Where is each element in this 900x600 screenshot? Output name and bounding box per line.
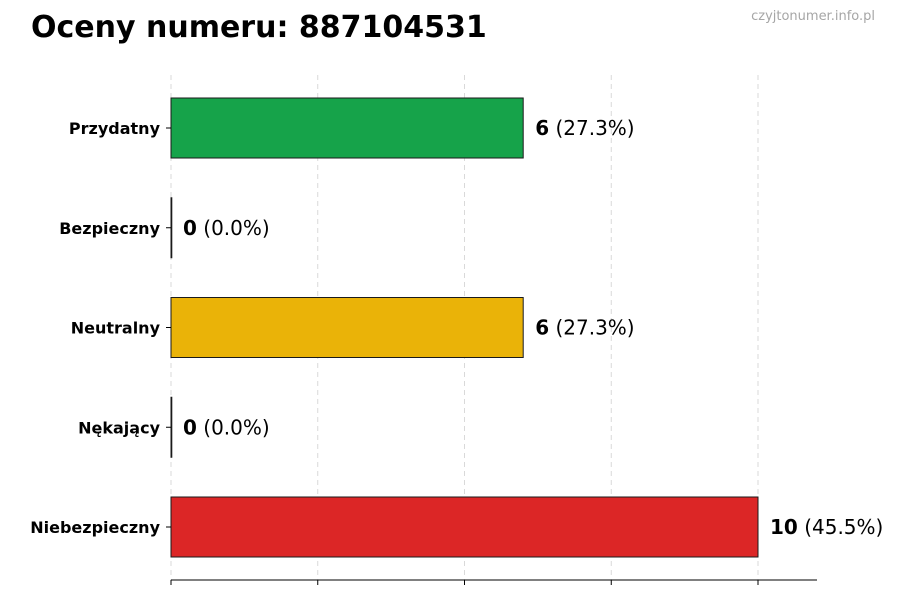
bar-3 bbox=[170, 396, 173, 458]
chart-title: Oceny numeru: 887104531 bbox=[31, 10, 487, 45]
value-percent-2: (27.3%) bbox=[549, 316, 635, 340]
value-count-1: 0 bbox=[183, 216, 197, 240]
value-label-4: 10 (45.5%) bbox=[770, 515, 883, 539]
value-label-3: 0 (0.0%) bbox=[183, 415, 270, 439]
value-percent-1: (0.0%) bbox=[197, 216, 270, 240]
bars bbox=[170, 97, 759, 558]
value-count-4: 10 bbox=[770, 515, 798, 539]
value-count-0: 6 bbox=[535, 116, 549, 140]
axes bbox=[166, 127, 817, 585]
bar-1 bbox=[170, 197, 173, 259]
bar-0 bbox=[170, 97, 524, 159]
value-count-2: 6 bbox=[535, 316, 549, 340]
category-label-1: Bezpieczny bbox=[59, 219, 160, 238]
category-label-4: Niebezpieczny bbox=[30, 518, 160, 537]
value-label-0: 6 (27.3%) bbox=[535, 116, 634, 140]
value-label-1: 0 (0.0%) bbox=[183, 216, 270, 240]
value-count-3: 0 bbox=[183, 415, 197, 439]
value-label-2: 6 (27.3%) bbox=[535, 316, 634, 340]
labels: Przydatny 6 (27.3%) Bezpieczny 0 (0.0%) Neut… bbox=[30, 116, 883, 539]
bar-4 bbox=[170, 496, 759, 558]
category-label-3: Nękający bbox=[78, 418, 160, 437]
value-percent-3: (0.0%) bbox=[197, 415, 270, 439]
watermark: czyjtonumer.info.pl bbox=[751, 9, 875, 24]
category-label-2: Neutralny bbox=[71, 319, 161, 338]
value-percent-4: (45.5%) bbox=[798, 515, 884, 539]
category-label-0: Przydatny bbox=[69, 119, 161, 138]
bar-2 bbox=[170, 297, 524, 358]
value-percent-0: (27.3%) bbox=[549, 116, 635, 140]
